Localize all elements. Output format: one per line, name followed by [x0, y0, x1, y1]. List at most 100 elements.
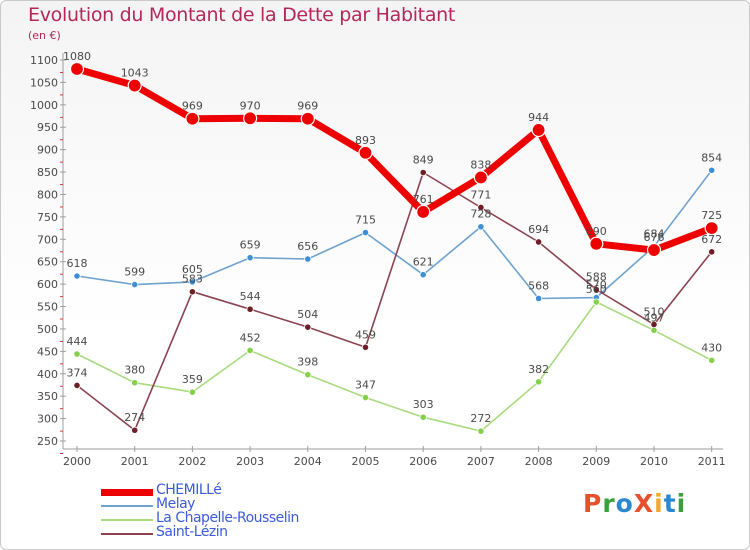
y-tick-label: 300 [37, 413, 58, 426]
y-tick-label: 550 [37, 301, 58, 314]
series-line-3 [76, 171, 713, 432]
data-label: 568 [528, 279, 549, 292]
y-tick-label: 350 [37, 390, 58, 403]
data-label: 969 [182, 100, 203, 113]
data-point [646, 242, 662, 258]
data-point [592, 298, 600, 306]
data-label: 359 [182, 373, 203, 386]
y-tick-label: 750 [37, 211, 58, 224]
data-label: 944 [528, 111, 549, 124]
legend-swatch [101, 505, 153, 507]
data-point [246, 305, 254, 313]
legend-label: CHEMILLé [156, 482, 222, 498]
data-label: 444 [67, 335, 88, 348]
data-point [534, 378, 543, 386]
data-label: 380 [124, 364, 145, 377]
data-point [473, 170, 488, 185]
logo-letter: X [633, 489, 655, 518]
x-tick-label: 2004 [294, 455, 322, 468]
x-tick-label: 2008 [525, 455, 553, 468]
chart-unit-label: (en €) [28, 29, 61, 42]
x-tick-label: 2011 [698, 455, 726, 468]
data-label: 771 [470, 188, 491, 201]
chart-title: Evolution du Montant de la Dette par Hab… [28, 4, 456, 26]
data-point [127, 78, 142, 93]
y-tick-label: 1000 [30, 99, 58, 112]
data-label: 656 [297, 240, 318, 253]
data-label: 605 [182, 263, 203, 276]
data-label: 694 [528, 223, 549, 236]
data-point [477, 427, 485, 435]
y-tick-label: 650 [37, 256, 58, 269]
data-label: 672 [701, 233, 722, 246]
data-point [69, 61, 85, 77]
legend-swatch [101, 488, 153, 496]
x-tick-label: 2010 [640, 455, 668, 468]
data-point [419, 271, 427, 279]
data-label: 544 [240, 290, 261, 303]
data-label: 570 [586, 279, 607, 292]
data-label: 497 [644, 311, 665, 324]
data-label: 969 [297, 100, 318, 113]
data-point [188, 288, 196, 296]
legend-label: La Chapelle-Rousselin [156, 510, 299, 526]
x-tick-label: 2005 [352, 455, 380, 468]
data-label: 1080 [63, 50, 91, 63]
y-tick-label: 1050 [30, 76, 58, 89]
data-label: 970 [240, 99, 261, 112]
data-point [361, 393, 370, 402]
y-tick-label: 600 [37, 278, 58, 291]
legend-swatch [101, 533, 153, 535]
data-label: 893 [355, 134, 376, 147]
data-label: 725 [701, 209, 722, 222]
data-label: 1043 [121, 67, 149, 80]
data-point [246, 346, 254, 355]
y-tick-label: 400 [37, 368, 58, 381]
x-tick-label: 2003 [236, 455, 264, 468]
data-point [304, 371, 312, 379]
data-label: 452 [240, 331, 261, 344]
data-label: 715 [355, 214, 376, 227]
x-tick-label: 2007 [467, 455, 495, 468]
data-point [477, 203, 485, 212]
y-tick-label: 800 [37, 188, 58, 201]
data-point [361, 343, 370, 351]
data-point [358, 145, 373, 160]
data-point [131, 426, 139, 434]
data-label: 621 [413, 256, 434, 269]
x-tick-label: 2002 [178, 455, 206, 468]
data-label: 761 [413, 193, 434, 206]
logo-letter: P [583, 489, 603, 518]
data-point [534, 294, 543, 303]
y-tick-label: 950 [37, 121, 58, 134]
data-point [650, 320, 658, 329]
data-label: 690 [586, 225, 607, 238]
logo-letter: i [654, 489, 664, 518]
data-label: 583 [182, 273, 203, 286]
data-label: 303 [413, 398, 434, 411]
data-label: 854 [701, 151, 722, 164]
data-point [534, 238, 543, 246]
data-point [531, 122, 546, 138]
data-label: 838 [470, 158, 491, 171]
data-point [304, 255, 312, 263]
data-label: 398 [297, 356, 318, 369]
data-point [304, 323, 312, 331]
y-tick-label: 700 [37, 233, 58, 246]
data-label: 504 [297, 308, 318, 321]
logo-letter: r [602, 489, 616, 518]
legend-label: Saint-Lézin [156, 524, 228, 540]
data-point [592, 285, 600, 294]
data-point [708, 356, 716, 364]
data-label: 374 [67, 366, 88, 379]
y-tick-label: 500 [37, 323, 58, 336]
legend-swatch [101, 519, 153, 521]
data-point [361, 228, 370, 237]
x-tick-label: 2009 [582, 455, 610, 468]
data-label: 676 [644, 231, 665, 244]
logo-letter: i [676, 489, 687, 518]
y-tick-label: 450 [37, 345, 58, 358]
data-point [188, 388, 196, 396]
